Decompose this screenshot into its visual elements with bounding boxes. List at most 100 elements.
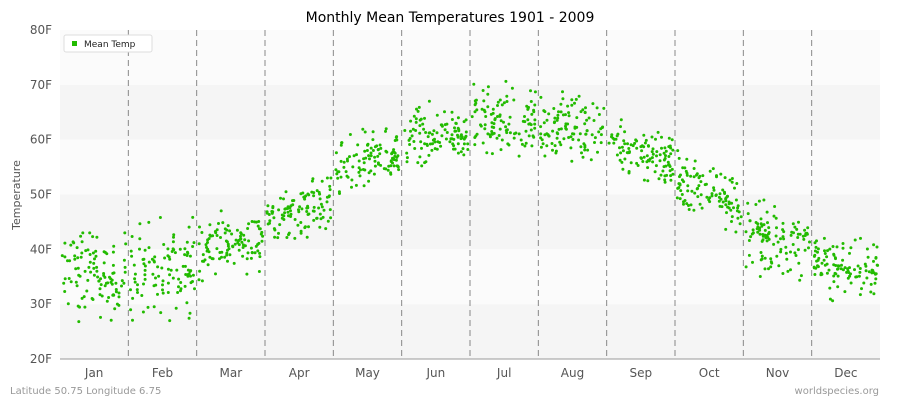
data-point — [486, 132, 490, 136]
data-point — [270, 211, 274, 215]
data-point — [456, 133, 459, 137]
data-point — [452, 137, 456, 141]
data-point — [408, 143, 412, 146]
y-tick-label: 20F — [30, 352, 52, 366]
data-point — [820, 272, 824, 276]
data-point — [579, 110, 583, 114]
data-point — [758, 275, 762, 278]
data-point — [133, 277, 137, 281]
data-point — [530, 112, 534, 116]
data-point — [744, 230, 748, 234]
data-point — [486, 85, 490, 89]
data-point — [823, 252, 827, 255]
data-point — [88, 231, 92, 235]
data-point — [183, 253, 187, 257]
data-point — [816, 250, 819, 254]
data-point — [557, 110, 560, 114]
data-point — [176, 291, 180, 294]
data-point — [663, 180, 667, 184]
data-point — [470, 115, 474, 119]
data-point — [710, 194, 714, 198]
data-point — [492, 122, 496, 126]
data-point — [88, 260, 92, 264]
data-point — [719, 172, 723, 176]
data-point — [462, 153, 466, 157]
data-point — [147, 246, 151, 250]
data-point — [376, 161, 380, 165]
data-point — [100, 294, 104, 298]
data-point — [872, 292, 876, 296]
data-point — [660, 146, 663, 150]
data-point — [427, 99, 431, 103]
data-point — [875, 263, 879, 267]
data-point — [529, 123, 533, 127]
data-point — [664, 149, 668, 153]
data-point — [500, 138, 504, 142]
data-point — [772, 242, 776, 246]
data-point — [577, 94, 581, 98]
data-point — [421, 122, 425, 126]
data-point — [841, 242, 845, 245]
data-point — [454, 129, 458, 133]
data-point — [697, 184, 701, 188]
data-point — [147, 260, 151, 264]
data-point — [689, 203, 693, 207]
data-point — [599, 127, 603, 131]
data-point — [124, 242, 128, 246]
data-point — [497, 134, 501, 137]
data-point — [348, 133, 352, 136]
data-point — [172, 233, 176, 237]
data-point — [215, 234, 219, 237]
data-point — [407, 138, 411, 142]
y-tick-label: 50F — [30, 188, 52, 202]
data-point — [184, 273, 188, 276]
data-point — [677, 156, 681, 160]
data-point — [794, 254, 798, 257]
y-tick-label: 30F — [30, 297, 52, 311]
data-point — [319, 202, 323, 206]
data-point — [415, 107, 418, 111]
data-point — [83, 269, 87, 273]
data-point — [77, 273, 81, 277]
data-point — [484, 115, 488, 118]
data-point — [369, 146, 373, 150]
data-point — [373, 155, 377, 159]
data-point — [765, 239, 769, 243]
data-point — [836, 267, 839, 271]
data-point — [63, 255, 67, 259]
data-point — [394, 135, 398, 139]
data-point — [152, 260, 156, 264]
data-point — [373, 159, 377, 163]
data-point — [328, 188, 332, 192]
data-point — [524, 129, 528, 133]
data-point — [585, 129, 589, 133]
data-point — [405, 151, 409, 155]
data-point — [640, 144, 644, 148]
data-point — [206, 247, 210, 251]
data-point — [797, 220, 800, 224]
data-point — [206, 241, 209, 244]
data-point — [650, 135, 654, 139]
data-point — [94, 249, 98, 253]
data-point — [227, 247, 231, 251]
data-point — [559, 127, 563, 131]
data-point — [298, 205, 302, 209]
data-point — [836, 264, 840, 268]
data-point — [773, 205, 777, 208]
data-point — [453, 126, 456, 130]
data-point — [781, 221, 785, 225]
data-point — [427, 131, 431, 135]
data-point — [767, 231, 771, 234]
data-point — [683, 166, 687, 170]
data-point — [748, 219, 752, 223]
data-point — [69, 280, 73, 284]
data-point — [369, 151, 373, 155]
data-point — [491, 107, 495, 111]
data-point — [669, 174, 673, 178]
data-point — [648, 157, 652, 161]
data-point — [239, 232, 243, 236]
data-point — [92, 273, 96, 277]
data-point — [831, 245, 835, 248]
data-point — [427, 153, 431, 157]
data-point — [395, 155, 399, 159]
